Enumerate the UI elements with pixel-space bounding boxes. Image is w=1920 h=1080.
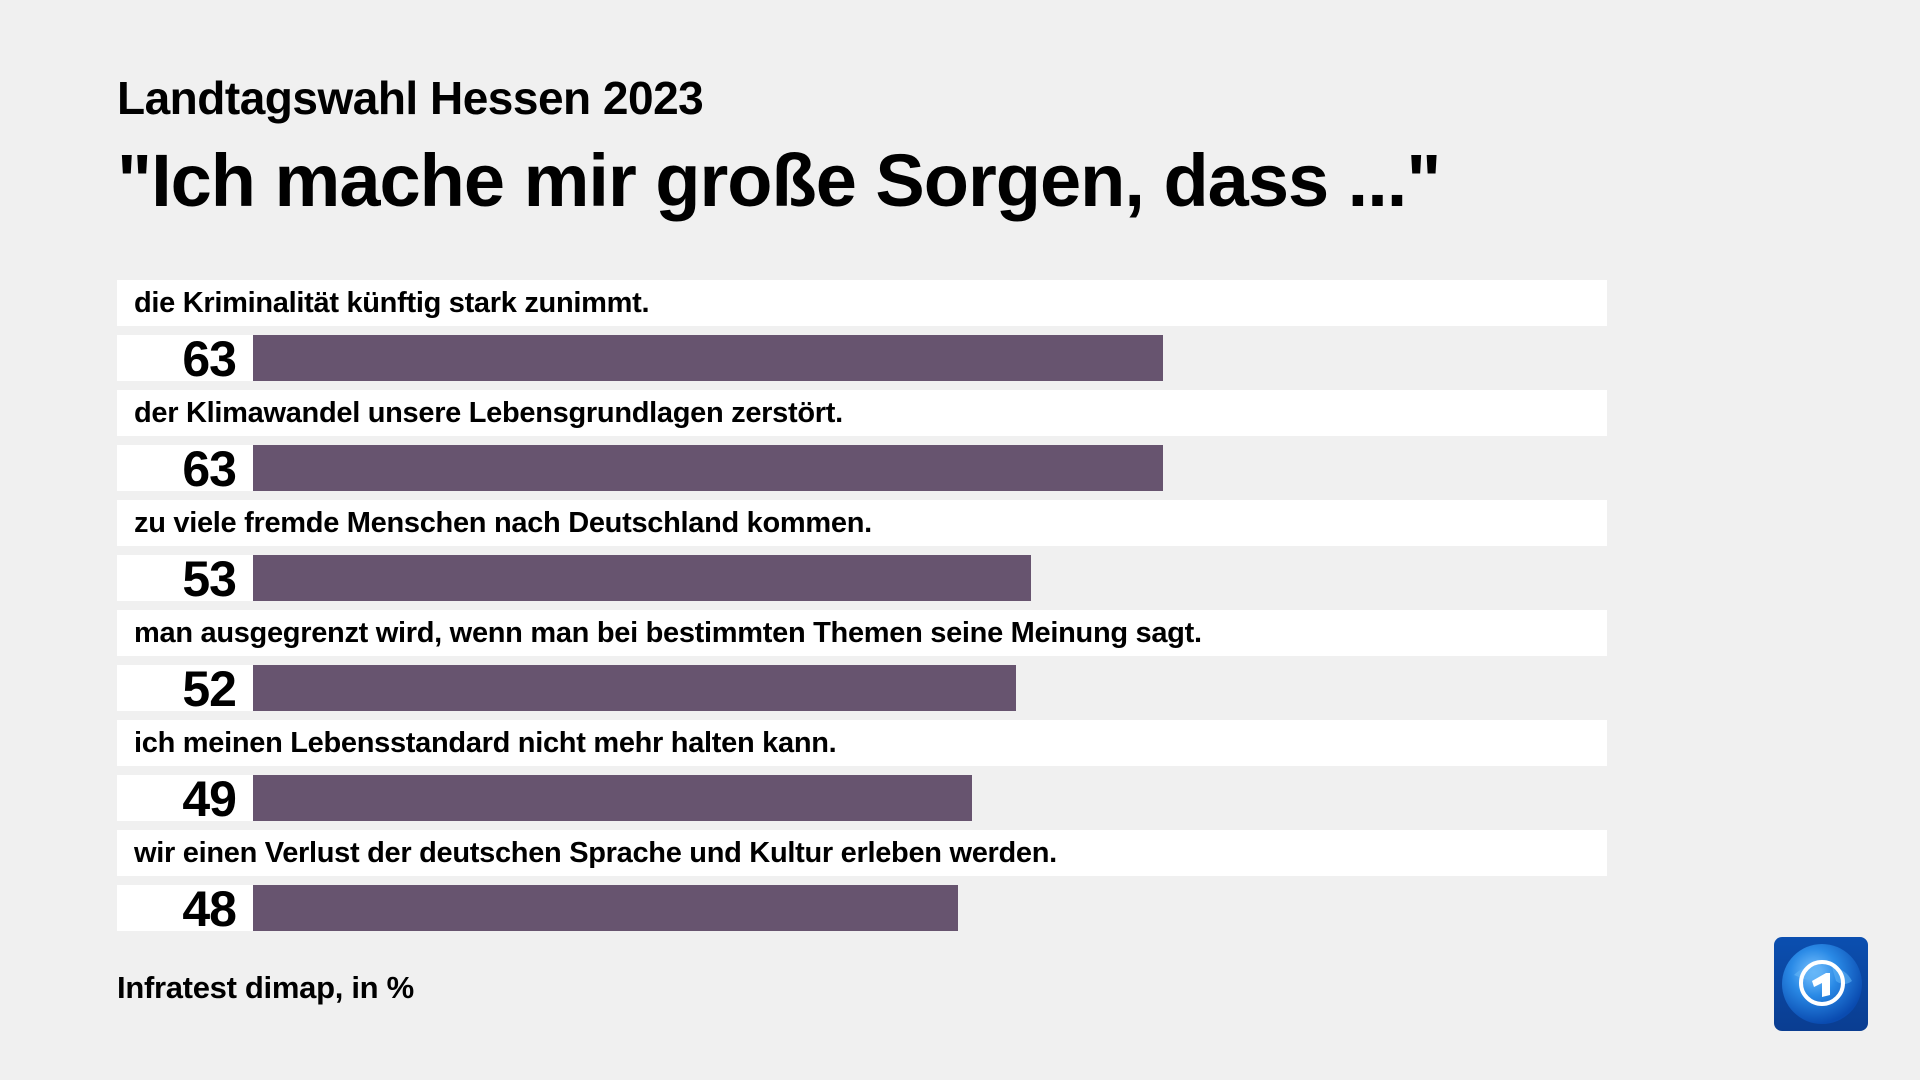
category-label: ich meinen Lebensstandard nicht mehr hal…: [134, 727, 837, 759]
bar: [253, 555, 1031, 601]
category-label-row: wir einen Verlust der deutschen Sprache …: [117, 830, 1607, 876]
bar-chart: die Kriminalität künftig stark zunimmt. …: [117, 280, 1607, 940]
value-box: 63: [117, 441, 253, 497]
value-label: 63: [182, 331, 237, 387]
chart-item: wir einen Verlust der deutschen Sprache …: [117, 830, 1607, 940]
chart-item: ich meinen Lebensstandard nicht mehr hal…: [117, 720, 1607, 830]
category-label: wir einen Verlust der deutschen Sprache …: [134, 837, 1057, 869]
value-box: 49: [117, 771, 253, 827]
value-box: 48: [117, 881, 253, 937]
value-label: 53: [182, 551, 237, 607]
category-label-row: ich meinen Lebensstandard nicht mehr hal…: [117, 720, 1607, 766]
bar: [253, 335, 1163, 381]
chart-item: die Kriminalität künftig stark zunimmt. …: [117, 280, 1607, 390]
bar: [253, 885, 958, 931]
category-label: zu viele fremde Menschen nach Deutschlan…: [134, 507, 872, 539]
category-label-row: zu viele fremde Menschen nach Deutschlan…: [117, 500, 1607, 546]
category-label: der Klimawandel unsere Lebensgrundlagen …: [134, 397, 843, 429]
value-label: 63: [182, 441, 237, 497]
bar: [253, 775, 972, 821]
chart-item: zu viele fremde Menschen nach Deutschlan…: [117, 500, 1607, 610]
tagesschau-logo-icon: [1774, 937, 1868, 1031]
value-box: 52: [117, 661, 253, 717]
category-label-row: der Klimawandel unsere Lebensgrundlagen …: [117, 390, 1607, 436]
chart-title: "Ich mache mir große Sorgen, dass ...": [117, 139, 1441, 222]
chart-subtitle: Landtagswahl Hessen 2023: [117, 72, 704, 124]
value-label: 49: [182, 771, 237, 827]
category-label-row: man ausgegrenzt wird, wenn man bei besti…: [117, 610, 1607, 656]
category-label: man ausgegrenzt wird, wenn man bei besti…: [134, 617, 1202, 649]
chart-item: der Klimawandel unsere Lebensgrundlagen …: [117, 390, 1607, 500]
value-label: 48: [182, 881, 237, 937]
globe-icon: [1782, 944, 1862, 1024]
source-note: Infratest dimap, in %: [117, 970, 414, 1005]
value-box: 63: [117, 331, 253, 387]
category-label: die Kriminalität künftig stark zunimmt.: [134, 287, 650, 319]
bar: [253, 445, 1163, 491]
category-label-row: die Kriminalität künftig stark zunimmt.: [117, 280, 1607, 326]
value-box: 53: [117, 551, 253, 607]
chart-item: man ausgegrenzt wird, wenn man bei besti…: [117, 610, 1607, 720]
bar: [253, 665, 1016, 711]
value-label: 52: [182, 661, 237, 717]
